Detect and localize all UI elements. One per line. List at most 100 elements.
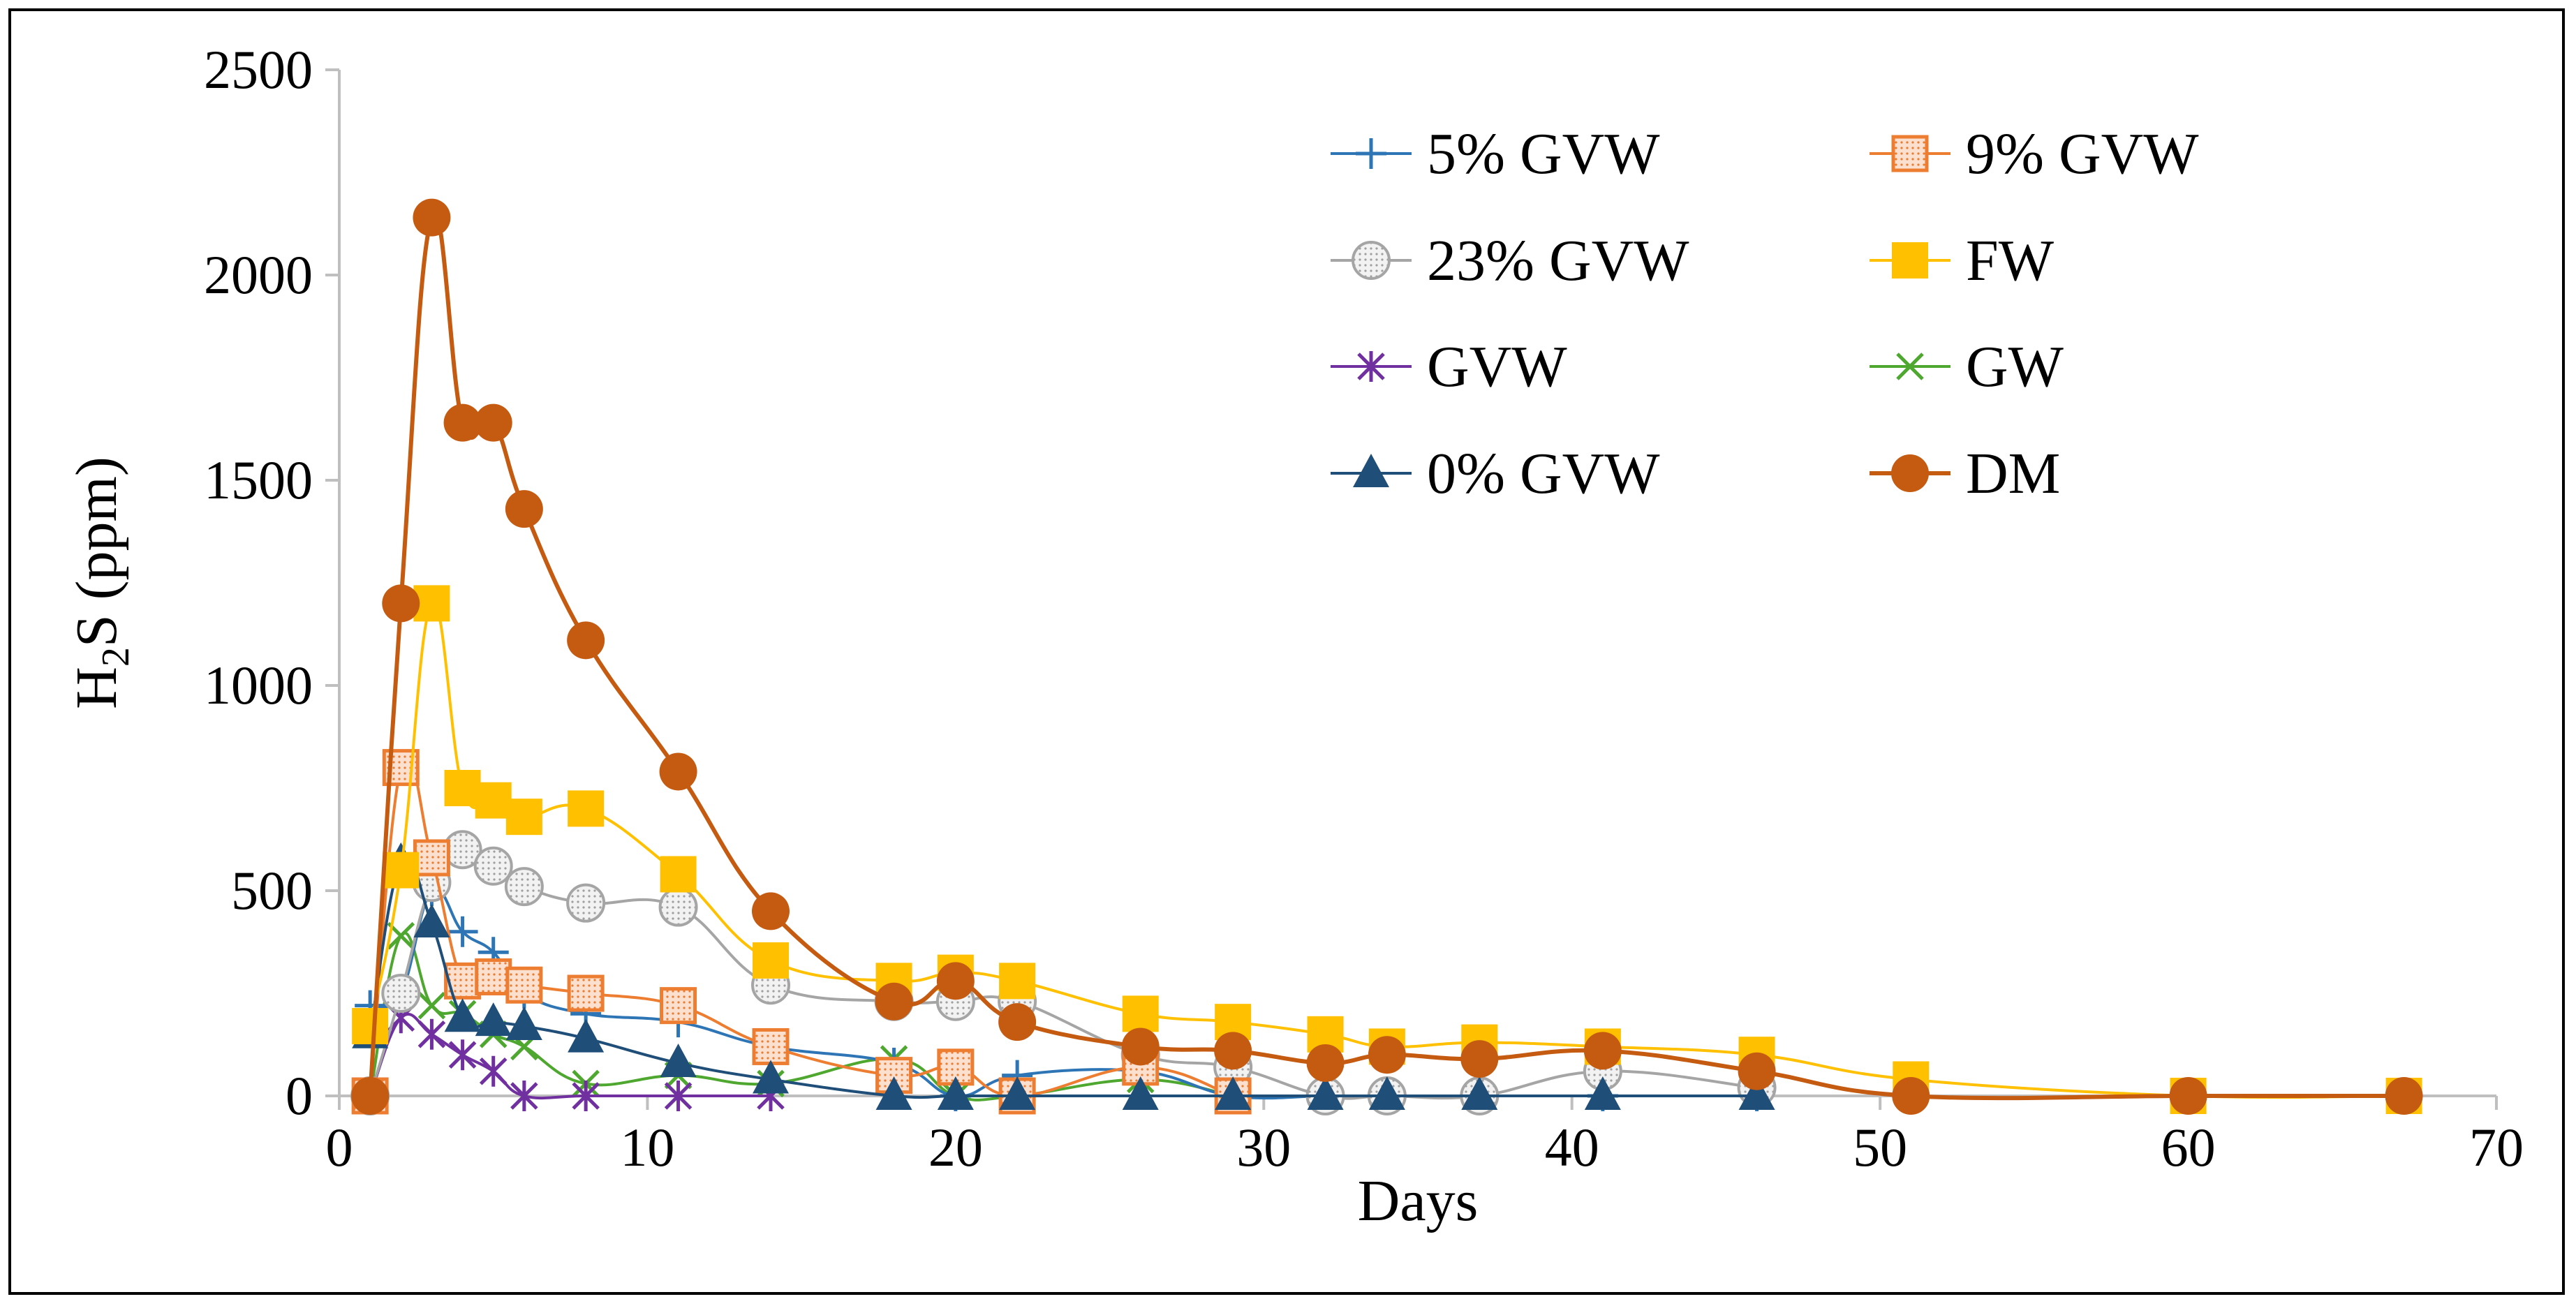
data-point-dm <box>936 962 975 1000</box>
data-point-0pct-gvw <box>1461 1076 1498 1110</box>
legend-marker <box>1892 242 1928 279</box>
data-point-0pct-gvw <box>1368 1076 1405 1110</box>
data-point-dm <box>567 621 605 660</box>
data-point-9pct-gvw <box>475 958 512 995</box>
data-point-dm <box>1368 1036 1406 1074</box>
data-point-0pct-gvw <box>753 1060 789 1094</box>
y-tick-label: 2000 <box>204 244 313 305</box>
series-0pct-gvw <box>352 842 1775 1110</box>
data-point-0pct-gvw <box>1738 1076 1775 1110</box>
data-point-0pct-gvw <box>1215 1076 1252 1110</box>
data-point-dm <box>2385 1077 2423 1115</box>
data-point-0pct-gvw <box>1307 1076 1344 1110</box>
data-point-dm <box>413 198 451 237</box>
x-tick-label: 10 <box>620 1117 674 1178</box>
legend-marker <box>1356 138 1386 169</box>
data-point-9pct-gvw <box>567 974 605 1012</box>
data-point-0pct-gvw <box>937 1076 974 1110</box>
y-tick-label: 0 <box>286 1065 313 1126</box>
data-point-dm <box>382 584 420 623</box>
data-point-5pct-gvw <box>447 916 478 947</box>
y-axis-title-rest: S (ppm) <box>64 457 129 647</box>
series-dm <box>351 198 2423 1115</box>
data-point-gvw <box>510 1081 538 1111</box>
data-point-fw <box>568 790 605 827</box>
data-point-23pct-gvw <box>473 846 513 886</box>
data-point-dm <box>474 403 512 442</box>
legend-label: FW <box>1966 228 2055 293</box>
data-point-gvw <box>572 1081 600 1111</box>
x-ticks: 0 10 20 30 40 50 60 70 <box>326 1096 2524 1178</box>
x-tick-label: 40 <box>1545 1117 1599 1178</box>
data-point-23pct-gvw <box>504 867 544 907</box>
data-point-fw <box>753 942 789 979</box>
series <box>350 198 2423 1115</box>
data-point-dm <box>659 752 697 791</box>
legend-item-gw: GW <box>1870 334 2064 399</box>
data-point-fw <box>1122 995 1159 1032</box>
x-axis-title: Days <box>1358 1168 1479 1233</box>
legend-marker <box>1352 241 1391 280</box>
y-ticks: 0 500 1000 1500 2000 2500 <box>204 39 339 1126</box>
legend-item-23pct-gvw: 23% GVW <box>1331 228 1689 293</box>
data-point-dm <box>1738 1052 1776 1090</box>
y-tick-label: 1500 <box>204 450 313 510</box>
data-point-dm <box>1306 1044 1345 1082</box>
data-point-gvw <box>417 1018 446 1050</box>
legend-item-0pct-gvw: 0% GVW <box>1331 441 1660 506</box>
data-point-0pct-gvw <box>999 1076 1036 1110</box>
data-point-0pct-gvw <box>875 1076 912 1110</box>
data-point-gw <box>417 991 446 1020</box>
data-point-dm <box>875 982 913 1021</box>
y-tick-label: 2500 <box>204 39 313 100</box>
data-point-0pct-gvw <box>444 998 481 1032</box>
data-point-fw <box>352 1008 389 1045</box>
legend-item-dm: DM <box>1870 441 2060 506</box>
legend: 5% GVW 9% GVW 23% GVW FW GVW GW 0% GVW DM <box>1331 121 2199 506</box>
data-point-dm <box>443 403 482 442</box>
data-point-fw <box>475 782 512 819</box>
data-point-0pct-gvw <box>1584 1076 1621 1110</box>
data-point-23pct-gvw <box>658 887 698 927</box>
data-point-dm <box>1121 1027 1160 1066</box>
x-tick-label: 20 <box>928 1117 983 1178</box>
data-point-9pct-gvw <box>505 966 543 1004</box>
legend-label: GVW <box>1427 334 1567 399</box>
legend-item-9pct-gvw: 9% GVW <box>1870 121 2199 186</box>
series-line-fw <box>369 600 2404 1099</box>
legend-marker <box>1357 351 1385 382</box>
data-point-0pct-gvw <box>568 1018 605 1053</box>
data-point-9pct-gvw <box>752 1027 790 1065</box>
x-tick-label: 0 <box>326 1117 353 1178</box>
data-point-dm <box>1214 1032 1252 1070</box>
legend-item-fw: FW <box>1870 228 2055 293</box>
data-point-9pct-gvw <box>413 839 450 877</box>
data-point-fw <box>660 856 697 893</box>
data-point-23pct-gvw <box>381 974 421 1013</box>
legend-marker <box>1891 135 1929 172</box>
legend-label: 5% GVW <box>1427 121 1660 186</box>
legend-label: 23% GVW <box>1427 228 1689 293</box>
legend-item-5pct-gvw: 5% GVW <box>1331 121 1660 186</box>
legend-marker <box>1896 353 1924 380</box>
legend-label: 0% GVW <box>1427 441 1660 506</box>
data-point-dm <box>998 1003 1037 1041</box>
series-line-dm <box>368 211 2404 1101</box>
data-point-0pct-gvw <box>475 1002 512 1037</box>
legend-marker <box>1891 454 1929 492</box>
data-point-gvw <box>479 1055 508 1087</box>
y-axis-title-subscript: 2 <box>94 647 138 667</box>
y-tick-label: 500 <box>231 860 313 921</box>
data-point-fw <box>999 963 1036 1000</box>
data-point-gvw <box>664 1081 693 1111</box>
data-point-dm <box>351 1077 390 1115</box>
x-tick-label: 30 <box>1236 1117 1291 1178</box>
data-point-gvw <box>448 1039 477 1071</box>
data-point-9pct-gvw <box>660 987 697 1025</box>
data-point-0pct-gvw <box>413 904 450 938</box>
legend-marker <box>1353 454 1389 487</box>
y-axis-title: H2S (ppm) <box>64 457 138 709</box>
data-point-dm <box>1892 1077 1930 1115</box>
legend-label: GW <box>1966 334 2064 399</box>
x-tick-label: 60 <box>2161 1117 2216 1178</box>
